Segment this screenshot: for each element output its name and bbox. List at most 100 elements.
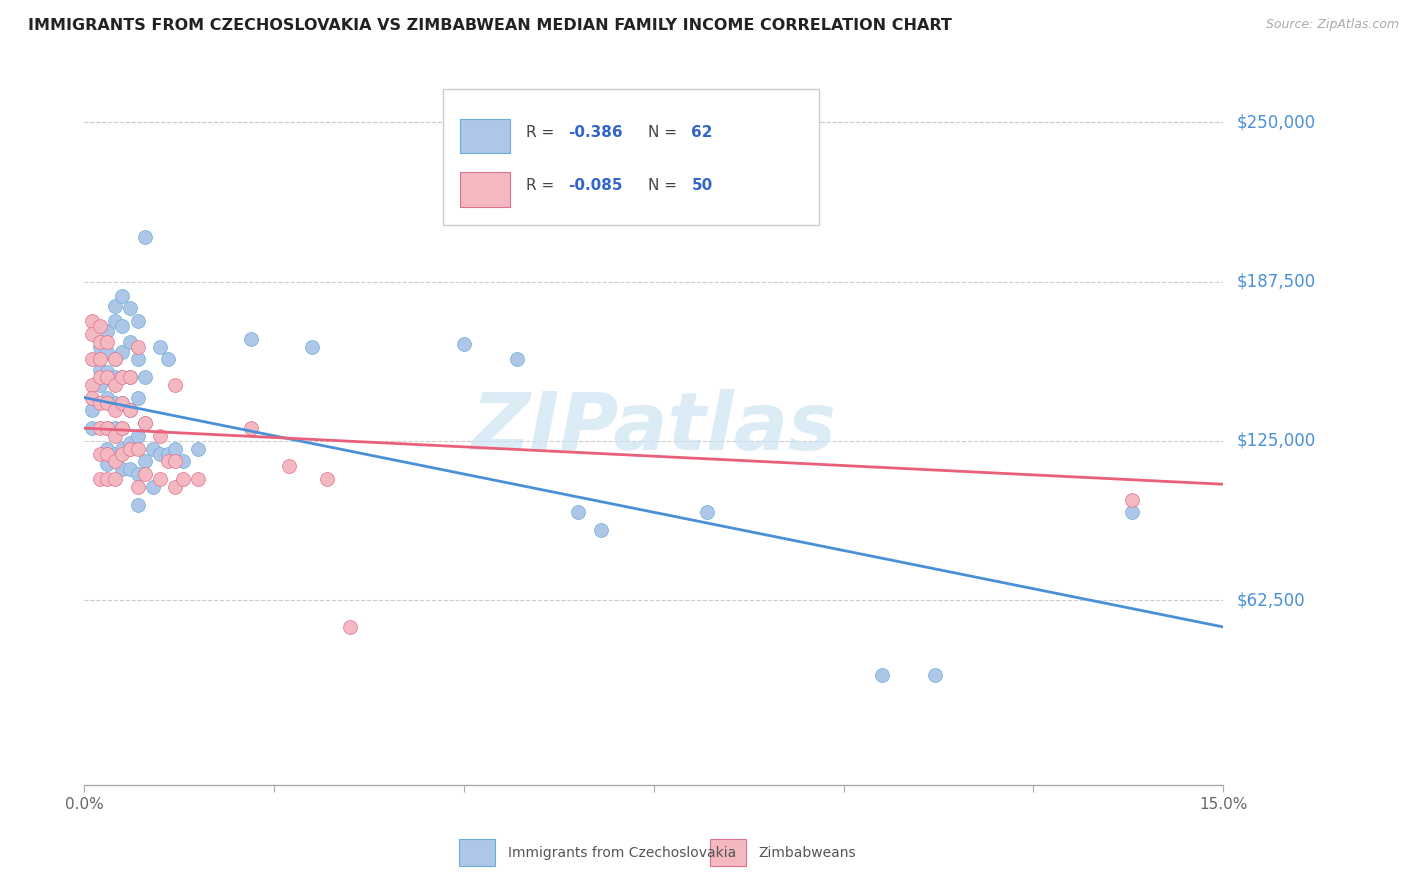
Point <box>187 442 209 456</box>
Point <box>187 472 209 486</box>
Text: -0.386: -0.386 <box>568 125 623 139</box>
Point <box>96 391 118 405</box>
Point <box>149 447 172 461</box>
Point <box>1121 492 1143 507</box>
Point <box>118 301 141 316</box>
FancyBboxPatch shape <box>443 89 818 225</box>
Point <box>96 421 118 435</box>
Point <box>156 447 179 461</box>
Point <box>118 403 141 417</box>
Point <box>134 416 156 430</box>
Point <box>89 377 111 392</box>
Text: Zimbabweans: Zimbabweans <box>759 846 856 860</box>
Point <box>696 505 718 519</box>
Point <box>89 340 111 354</box>
Point <box>96 365 118 379</box>
Point <box>111 395 134 409</box>
Text: IMMIGRANTS FROM CZECHOSLOVAKIA VS ZIMBABWEAN MEDIAN FAMILY INCOME CORRELATION CH: IMMIGRANTS FROM CZECHOSLOVAKIA VS ZIMBAB… <box>28 18 952 33</box>
Point <box>111 395 134 409</box>
Point <box>80 377 103 392</box>
Point <box>118 334 141 349</box>
Point <box>127 352 149 367</box>
Point <box>924 668 946 682</box>
Point <box>96 344 118 359</box>
Point <box>165 377 187 392</box>
Point <box>127 467 149 481</box>
Point <box>80 421 103 435</box>
Point <box>111 319 134 334</box>
Point <box>506 352 529 367</box>
Point <box>89 334 111 349</box>
Point <box>118 462 141 476</box>
Point <box>118 370 141 384</box>
FancyBboxPatch shape <box>458 839 495 866</box>
Point <box>104 352 127 367</box>
Point <box>104 429 127 443</box>
Point <box>104 314 127 328</box>
Point <box>104 370 127 384</box>
Point <box>104 352 127 367</box>
Point <box>80 352 103 367</box>
Point <box>453 337 475 351</box>
Point <box>104 454 127 468</box>
Text: Immigrants from Czechoslovakia: Immigrants from Czechoslovakia <box>508 846 737 860</box>
Text: $62,500: $62,500 <box>1237 591 1306 609</box>
Point <box>111 447 134 461</box>
Text: $187,500: $187,500 <box>1237 273 1316 291</box>
Point <box>89 370 111 384</box>
Text: ZIPatlas: ZIPatlas <box>471 389 837 467</box>
FancyBboxPatch shape <box>460 172 510 207</box>
Point <box>89 395 111 409</box>
Point <box>142 442 165 456</box>
Point <box>104 403 127 417</box>
Point <box>89 319 111 334</box>
Point <box>111 344 134 359</box>
Point <box>339 620 361 634</box>
Text: Source: ZipAtlas.com: Source: ZipAtlas.com <box>1265 18 1399 31</box>
Point <box>127 314 149 328</box>
Point <box>96 472 118 486</box>
Text: 62: 62 <box>692 125 713 139</box>
Point <box>96 370 118 384</box>
Point <box>127 480 149 494</box>
Point <box>118 442 141 456</box>
Point <box>149 472 172 486</box>
Point <box>156 352 179 367</box>
Point <box>589 523 612 537</box>
Point <box>240 421 263 435</box>
Point <box>111 442 134 456</box>
Point <box>96 395 118 409</box>
Point <box>1121 505 1143 519</box>
Point <box>96 447 118 461</box>
Point <box>111 462 134 476</box>
Point <box>142 480 165 494</box>
Text: 50: 50 <box>692 178 713 193</box>
Point <box>118 370 141 384</box>
Point <box>172 454 194 468</box>
Text: -0.085: -0.085 <box>568 178 623 193</box>
Point <box>96 324 118 338</box>
Point <box>149 340 172 354</box>
Point <box>104 421 127 435</box>
Point <box>165 442 187 456</box>
Point <box>104 395 127 409</box>
Text: $250,000: $250,000 <box>1237 113 1316 131</box>
Point <box>89 472 111 486</box>
Point <box>165 454 187 468</box>
Point <box>127 429 149 443</box>
Point <box>104 377 127 392</box>
Point <box>89 421 111 435</box>
Text: $125,000: $125,000 <box>1237 432 1316 450</box>
Point <box>127 391 149 405</box>
Text: N =: N = <box>648 125 682 139</box>
Point <box>870 668 893 682</box>
Point <box>172 472 194 486</box>
Point <box>149 429 172 443</box>
Point <box>96 457 118 471</box>
Point <box>89 447 111 461</box>
Point <box>156 454 179 468</box>
Point <box>165 480 187 494</box>
Point <box>89 362 111 376</box>
Point <box>89 352 111 367</box>
Point <box>134 370 156 384</box>
